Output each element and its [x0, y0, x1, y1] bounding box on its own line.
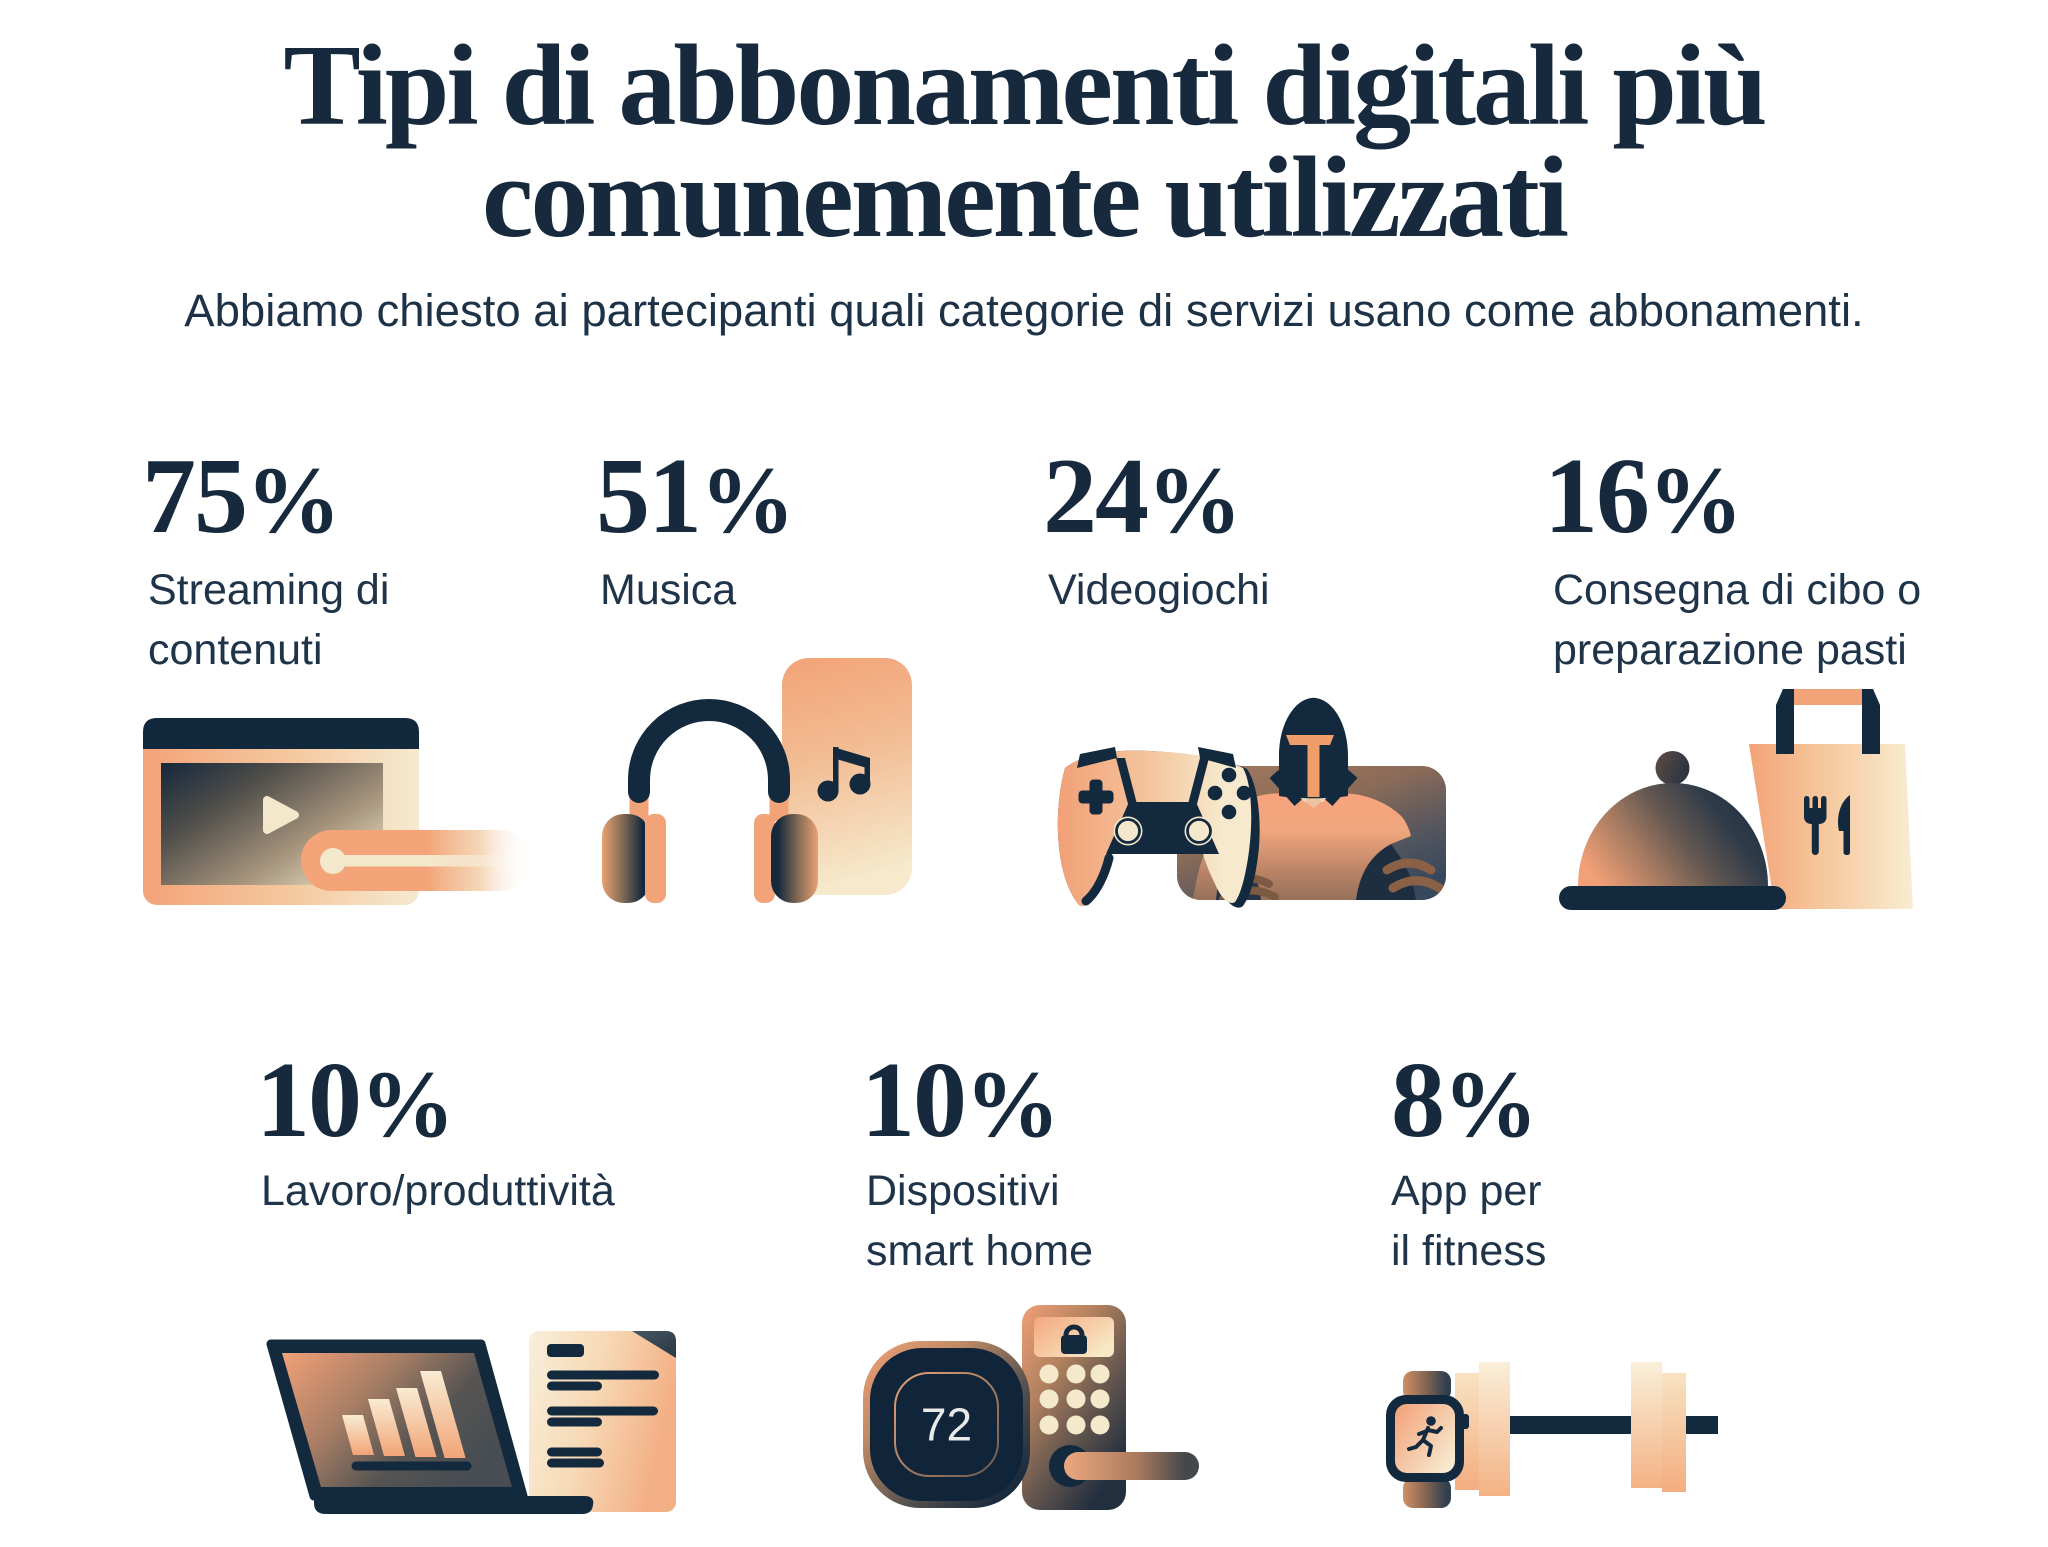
svg-text:72: 72	[921, 1399, 972, 1451]
